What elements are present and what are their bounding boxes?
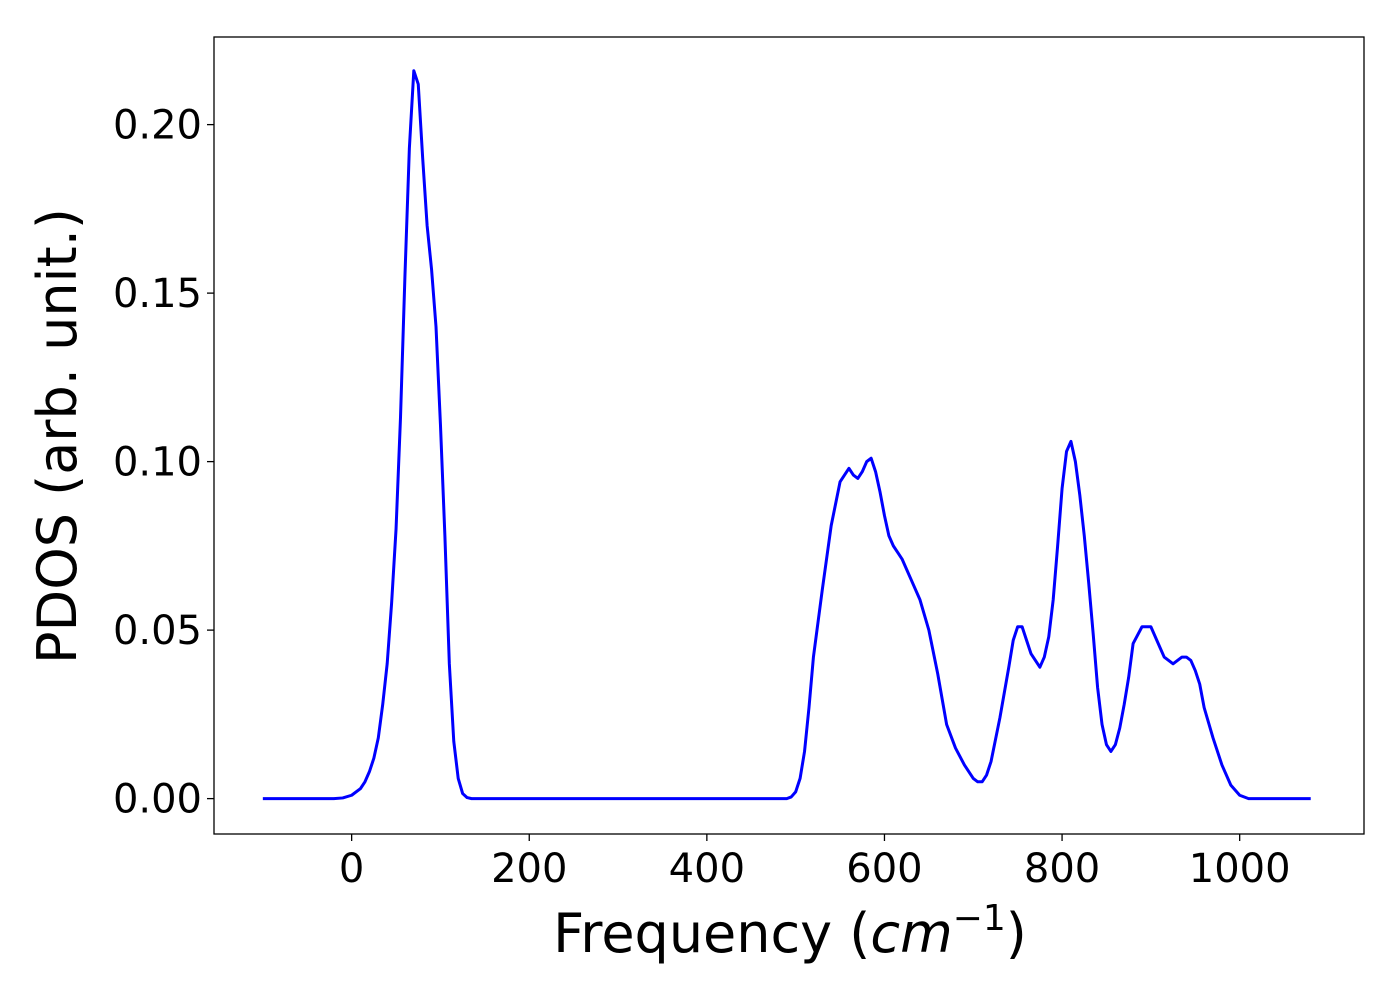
y-tick-label: 0.10: [113, 440, 202, 486]
x-tick-label: 200: [491, 846, 567, 892]
y-axis-ticks: 0.00 0.05 0.10 0.15 0.20: [113, 103, 214, 823]
x-axis-ticks: 0 200 400 600 800 1000: [339, 834, 1291, 892]
x-tick-label: 600: [846, 846, 922, 892]
x-tick-label: 0: [339, 846, 364, 892]
x-tick-label: 800: [1024, 846, 1100, 892]
y-tick-label: 0.05: [113, 608, 202, 654]
y-tick-label: 0.20: [113, 103, 202, 149]
plot-area-frame: [213, 36, 1365, 835]
pdos-series-line: [262, 69, 1311, 801]
x-tick-label: 400: [669, 846, 745, 892]
y-tick-label: 0.00: [113, 777, 202, 823]
y-axis-label: PDOS (arb. unit.): [26, 208, 89, 664]
x-tick-label: 1000: [1189, 846, 1291, 892]
x-axis-label: Frequency (cm−1): [553, 898, 1027, 965]
y-tick-label: 0.15: [113, 271, 202, 317]
